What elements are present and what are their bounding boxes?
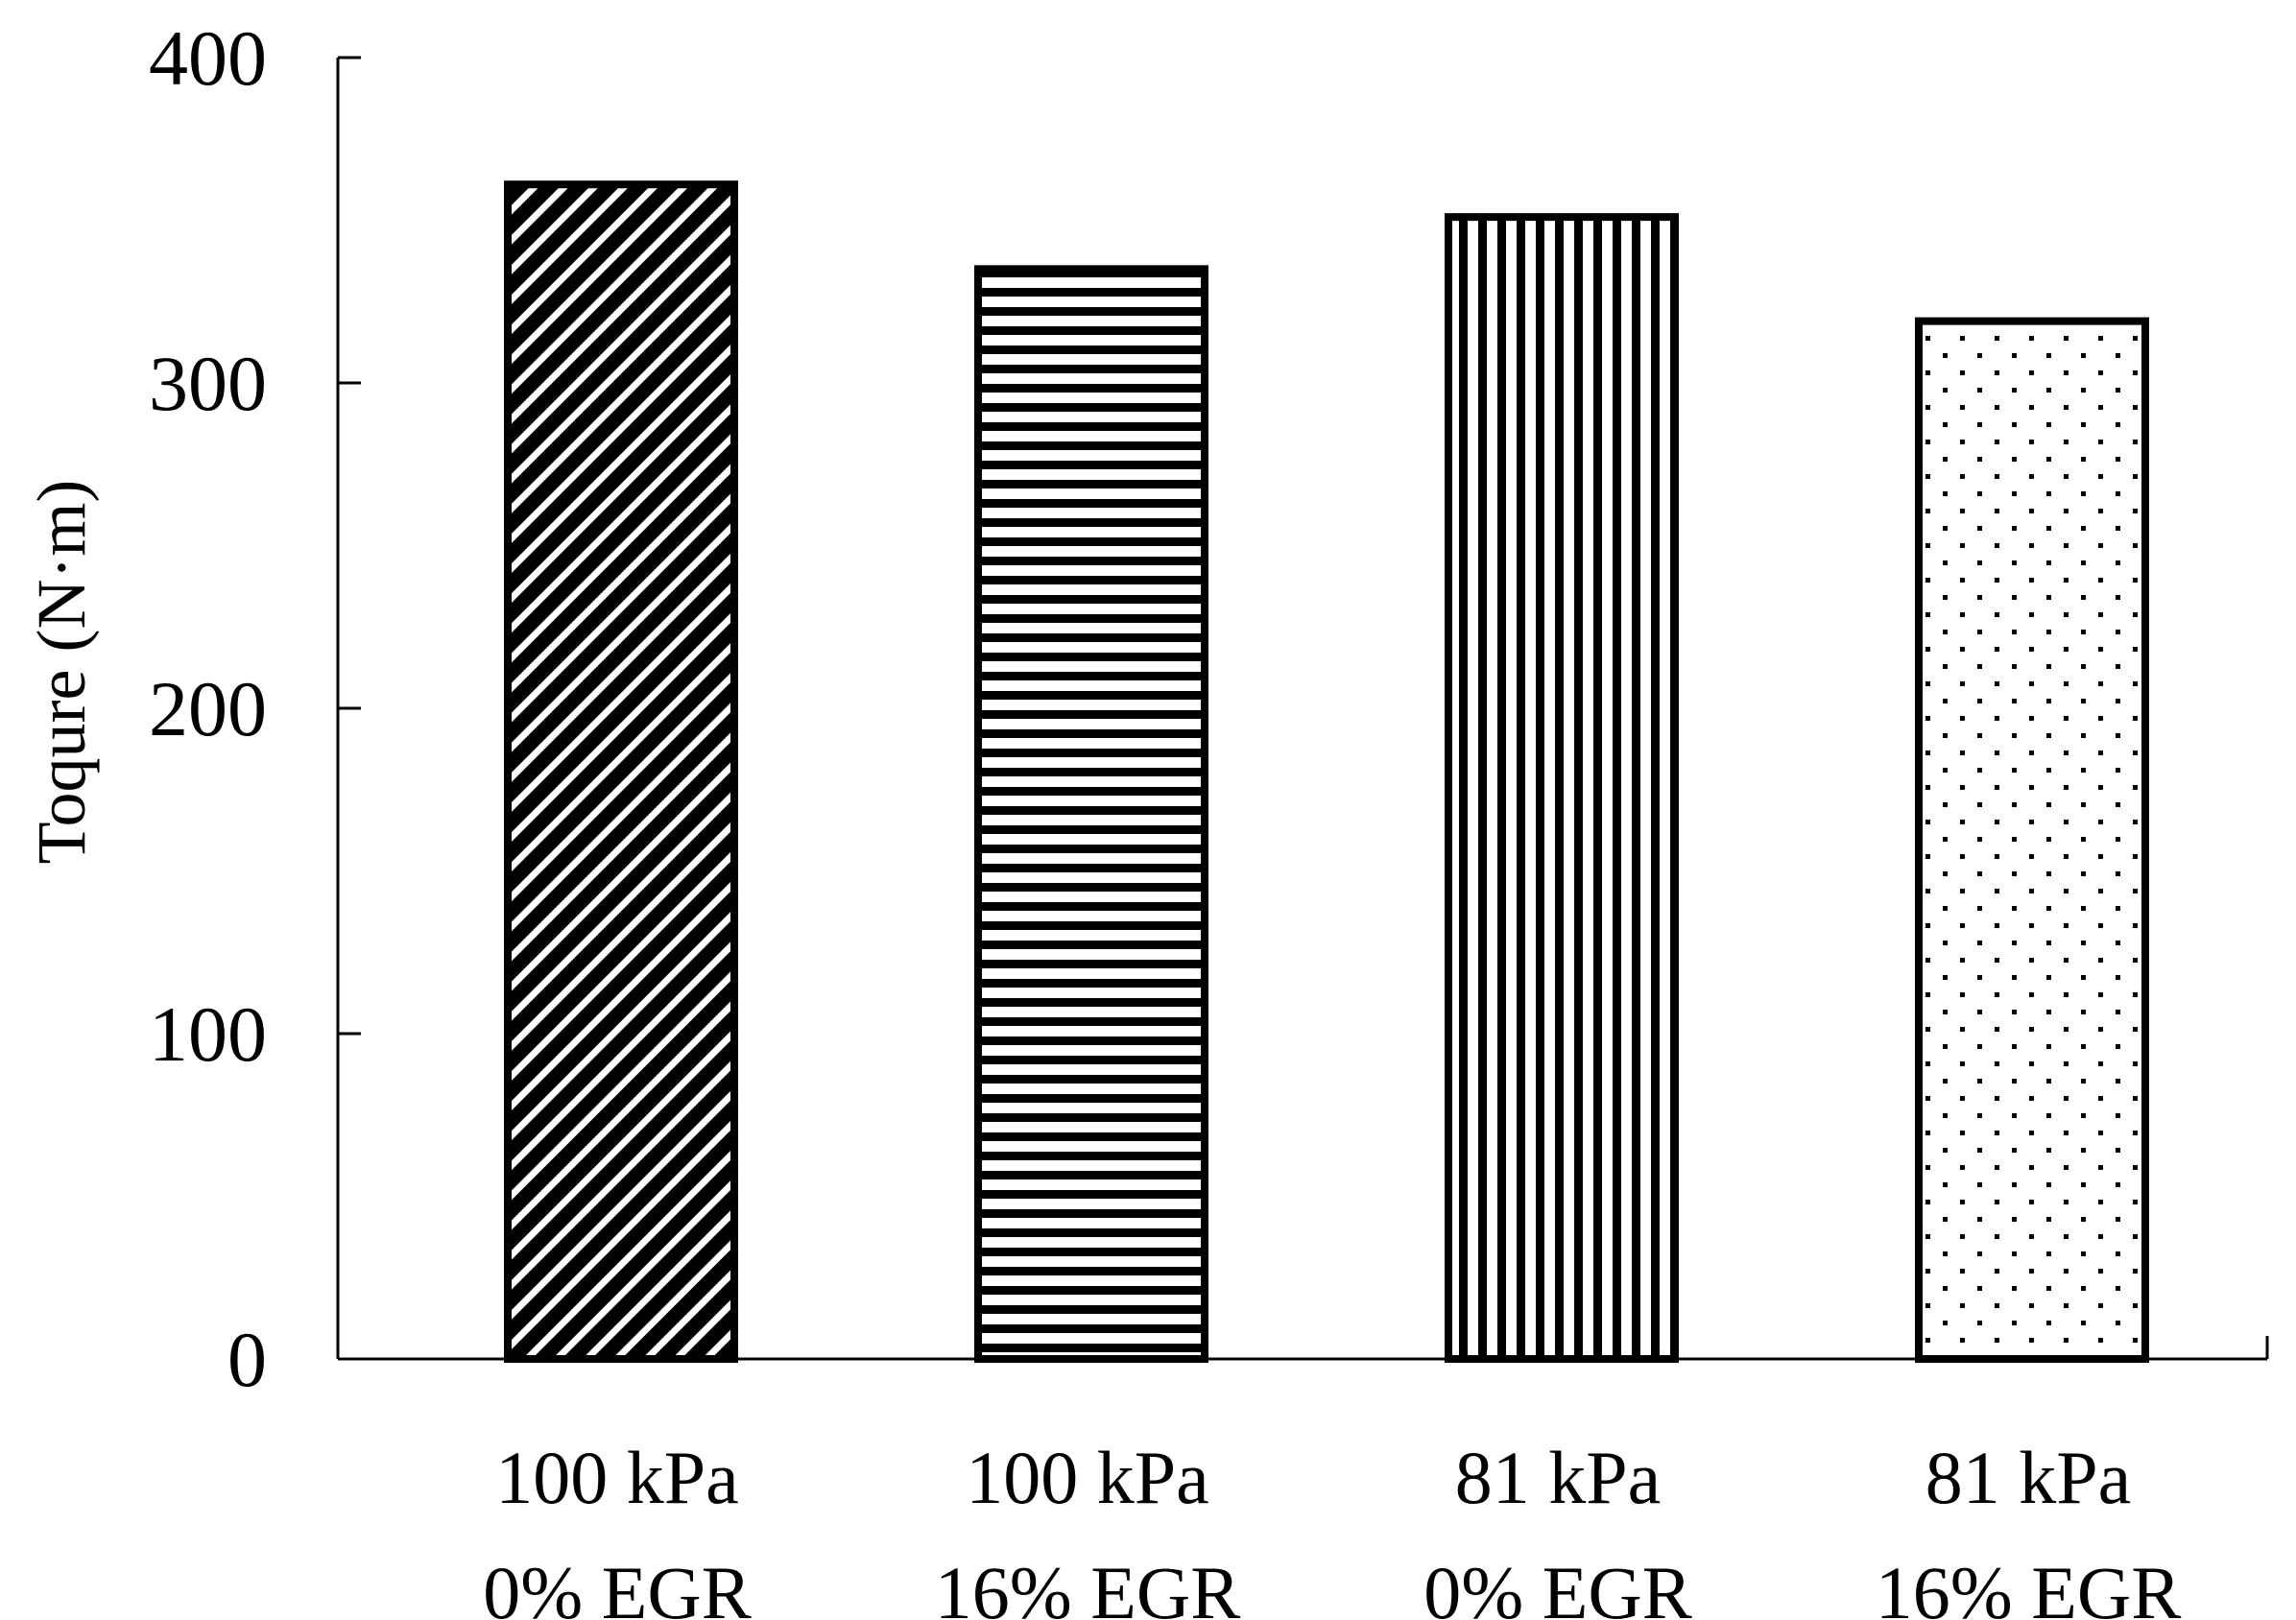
category-label-3-line-1: 81 kPa	[1455, 1436, 1662, 1519]
y-tick-label: 100	[149, 990, 267, 1078]
bars	[504, 180, 2149, 1364]
y-tick-label: 0	[227, 1316, 267, 1403]
bar-3	[1445, 213, 1679, 1364]
category-label-4-line-1: 81 kPa	[1925, 1436, 2132, 1519]
category-label-3-line-2: 0% EGR	[1423, 1551, 1691, 1620]
y-tick-label: 200	[149, 665, 267, 752]
bar-2	[974, 265, 1208, 1364]
plot-area: 0 100 200 300 400 100 kPa 0% EGR 100 kPa 16% EG…	[149, 14, 2269, 1620]
y-tick-label: 300	[149, 340, 267, 427]
category-labels: 100 kPa 0% EGR 100 kPa 16% EGR 81 kPa 0% EGR 8…	[483, 1436, 2181, 1620]
y-tick-label: 400	[149, 14, 267, 102]
category-label-1-line-1: 100 kPa	[495, 1436, 739, 1519]
category-label-2-line-1: 100 kPa	[966, 1436, 1209, 1519]
y-axis-title: Toqure (N·m)	[23, 480, 100, 865]
bar-4	[1915, 317, 2149, 1364]
category-label-1-line-2: 0% EGR	[483, 1551, 751, 1620]
category-label-4-line-2: 16% EGR	[1876, 1551, 2181, 1620]
category-label-2-line-2: 16% EGR	[935, 1551, 1240, 1620]
y-axis-ticks: 0 100 200 300 400	[149, 14, 361, 1403]
bar-1	[504, 180, 738, 1364]
